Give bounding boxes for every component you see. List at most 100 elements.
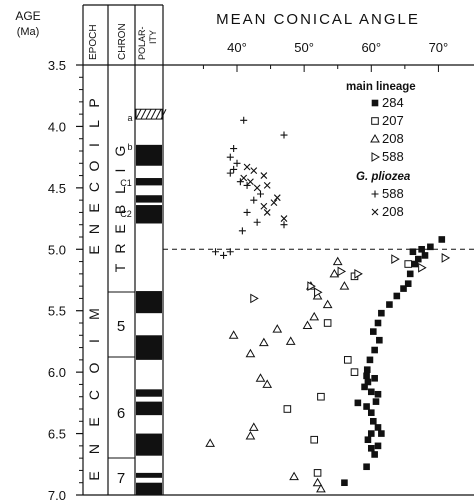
data-point-triangle-right-open: [441, 253, 451, 263]
data-point-cross: [260, 202, 268, 210]
letter: L: [112, 186, 128, 194]
data-point-square-filled: [363, 372, 370, 380]
data-point-square-filled: [404, 280, 412, 287]
polarity-column: [135, 108, 167, 495]
data-point-triangle-up-open: [339, 281, 350, 290]
data-point-square-filled: [367, 430, 375, 437]
subchron-c1: C1: [120, 178, 132, 188]
data-point-square-open: [350, 368, 359, 376]
polarity-hatch: [145, 109, 152, 120]
epoch-label-miocene: M I O C E N E: [86, 308, 102, 481]
legend-label: 208: [382, 204, 404, 219]
epoch-label-pliocene: P L I O C E N E: [86, 98, 102, 254]
legend-label: 207: [382, 113, 404, 128]
polarity-normal-band: [136, 472, 162, 478]
y-tick-label: 4.0: [48, 119, 66, 134]
data-point-square-filled: [341, 479, 348, 487]
data-point-square-filled: [366, 356, 374, 364]
chron-label-6: 6: [117, 405, 125, 422]
legend-marker-square-filled: [371, 99, 379, 107]
data-point-triangle-up-open: [309, 311, 320, 321]
data-point-square-open: [323, 319, 332, 327]
polarity-normal-band: [136, 291, 162, 314]
data-point-plus: [233, 159, 241, 167]
age-header: AGE: [15, 9, 40, 23]
letter: E: [86, 203, 102, 212]
legend-marker-square-open: [371, 117, 379, 125]
data-point-plus: [243, 208, 251, 216]
data-point-square-filled: [364, 436, 372, 444]
data-point-triangle-right-open: [418, 262, 427, 273]
data-point-plus: [253, 218, 261, 226]
data-point-square-open: [313, 469, 322, 477]
letter: R: [112, 243, 128, 253]
data-point-plus: [243, 181, 251, 189]
letter: N: [86, 444, 102, 454]
polarity-normal-band: [136, 144, 162, 166]
data-point-cross: [253, 184, 261, 192]
data-point-cross: [263, 209, 271, 216]
legend-label: 588: [382, 186, 404, 201]
subchron-a: a: [127, 113, 132, 123]
polarity-normal-band: [136, 482, 162, 495]
data-point-triangle-up-open: [228, 330, 239, 339]
data-point-square-open: [404, 260, 413, 268]
polarity-header-line1: POLAR-: [137, 26, 147, 60]
data-point-triangle-up-open: [205, 438, 216, 447]
data-point-plus: [238, 227, 246, 235]
legend-label: 284: [382, 95, 404, 110]
data-point-triangle-up-open: [272, 324, 283, 333]
data-point-triangle-up-open: [332, 256, 343, 266]
data-point-cross: [250, 167, 258, 175]
subchron-c2: C2: [120, 209, 132, 219]
data-point-square-filled: [371, 451, 378, 458]
data-point-square-filled: [409, 248, 417, 256]
letter: M: [86, 308, 102, 320]
data-point-triangle-right-open: [307, 281, 316, 292]
data-point-square-filled: [374, 319, 382, 327]
data-point-plus: [220, 251, 228, 259]
legend: main lineage G. pliozea 284 207 208 588 588 2…: [346, 81, 416, 219]
data-point-square-filled: [361, 383, 368, 391]
data-point-triangle-up-open: [312, 477, 323, 487]
data-point-square-filled: [414, 255, 422, 263]
letter: T: [112, 263, 128, 272]
data-point-square-filled: [367, 409, 375, 416]
letter: O: [86, 160, 102, 171]
data-point-triangle-up-open: [245, 348, 256, 358]
chron-label-5: 5: [117, 318, 125, 335]
y-tick-label: 3.5: [48, 58, 66, 73]
data-point-square-filled: [418, 245, 425, 253]
letter: B: [112, 205, 128, 214]
data-point-triangle-right-open: [337, 266, 347, 277]
epoch-header: EPOCH: [88, 24, 99, 60]
data-point-square-filled: [370, 328, 377, 335]
data-point-plus: [212, 248, 220, 256]
legend-label: 208: [382, 131, 404, 146]
polarity-hatch: [150, 109, 157, 120]
letter: E: [86, 417, 102, 426]
letter: C: [86, 182, 102, 192]
polarity-header-line2: ITY: [148, 30, 158, 44]
letter: E: [86, 245, 102, 254]
data-point-square-filled: [378, 430, 385, 437]
x-axis: 40° 50° 60° 70°: [202, 40, 448, 72]
polarity-normal-band: [136, 389, 162, 397]
data-point-triangle-up-open: [248, 422, 259, 431]
data-point-plus: [280, 221, 288, 229]
data-point-triangle-right-open: [250, 293, 259, 304]
data-point-square-open: [343, 356, 352, 364]
legend-marker-plus: [371, 190, 379, 198]
data-point-triangle-up-open: [316, 483, 326, 493]
data-points: [205, 116, 451, 493]
polarity-normal-band: [136, 205, 162, 224]
polarity-hatch: [135, 109, 142, 120]
data-point-plus: [240, 116, 248, 124]
data-point-square-filled: [374, 390, 382, 398]
letter: P: [86, 98, 102, 107]
data-point-cross: [243, 163, 251, 171]
legend-g-pliozea: G. pliozea: [356, 171, 411, 183]
polarity-hatch: [140, 109, 147, 120]
x-tick-label: 50°: [294, 40, 314, 55]
